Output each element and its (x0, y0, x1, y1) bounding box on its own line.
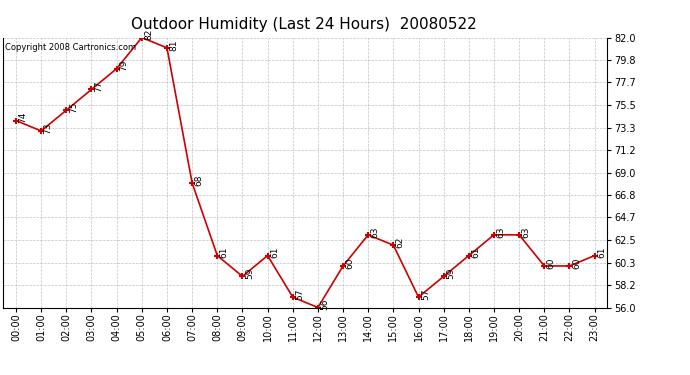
Text: 61: 61 (219, 247, 228, 258)
Text: 61: 61 (270, 247, 279, 258)
Text: 61: 61 (471, 247, 480, 258)
Text: 77: 77 (94, 81, 103, 92)
Text: 57: 57 (295, 288, 304, 300)
Text: 75: 75 (69, 102, 78, 113)
Text: 68: 68 (195, 174, 204, 186)
Text: Copyright 2008 Cartronics.com: Copyright 2008 Cartronics.com (5, 43, 136, 52)
Text: 60: 60 (546, 257, 555, 269)
Text: 74: 74 (19, 112, 28, 123)
Text: 63: 63 (371, 226, 380, 238)
Text: 62: 62 (396, 237, 405, 248)
Text: 56: 56 (320, 299, 329, 310)
Text: 60: 60 (572, 257, 581, 269)
Text: 81: 81 (170, 39, 179, 51)
Text: 63: 63 (496, 226, 506, 238)
Text: 60: 60 (346, 257, 355, 269)
Text: 59: 59 (446, 268, 455, 279)
Text: 59: 59 (245, 268, 254, 279)
Text: Outdoor Humidity (Last 24 Hours)  20080522: Outdoor Humidity (Last 24 Hours) 2008052… (130, 17, 477, 32)
Text: 57: 57 (421, 288, 430, 300)
Text: 82: 82 (144, 29, 153, 40)
Text: 79: 79 (119, 60, 128, 71)
Text: 61: 61 (597, 247, 606, 258)
Text: 63: 63 (522, 226, 531, 238)
Text: 73: 73 (43, 122, 52, 134)
